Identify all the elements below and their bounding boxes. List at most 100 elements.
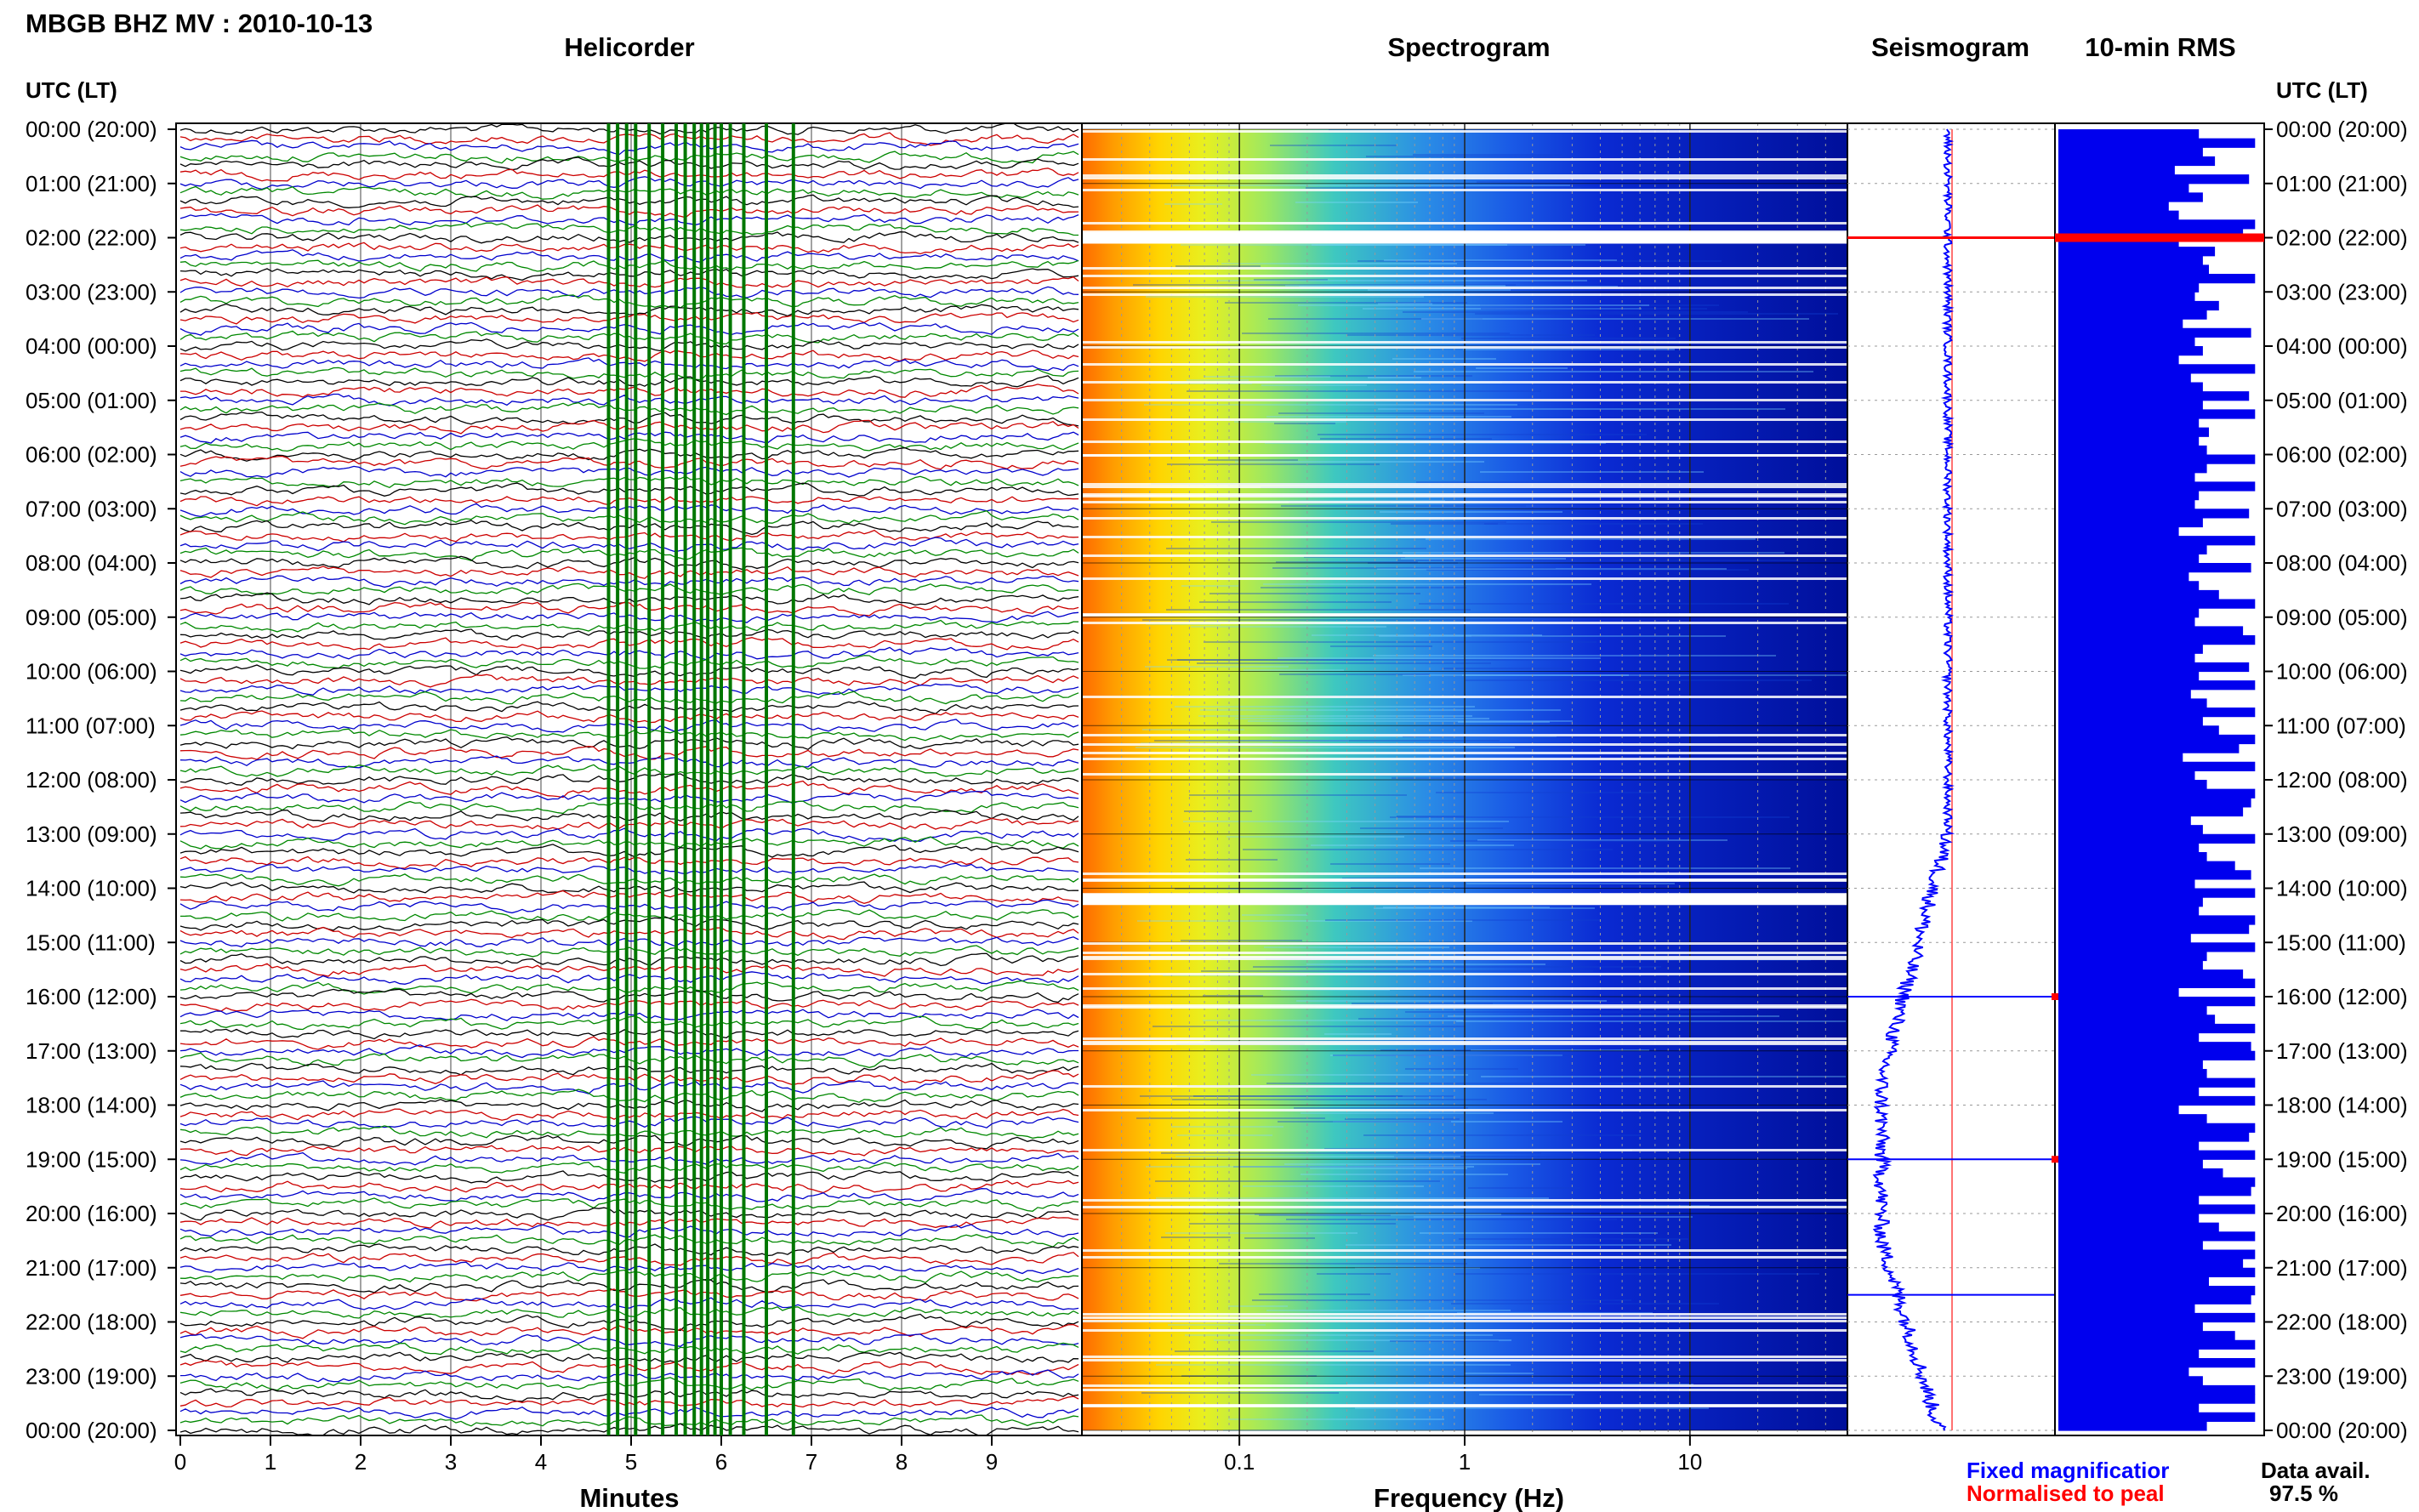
spectrogram-streak — [1355, 1407, 1709, 1409]
helicorder-trace — [179, 773, 1079, 786]
helicorder-trace — [179, 1234, 1079, 1248]
spectrogram-streak — [1175, 706, 1475, 708]
rms-bar — [2058, 1222, 2219, 1232]
rms-bar — [2058, 725, 2219, 736]
helicorder-trace — [179, 321, 1079, 336]
spectrogram-streak — [1481, 1076, 1846, 1077]
rms-bar — [2058, 264, 2209, 275]
spectrogram-streak — [1366, 156, 1553, 157]
rms-bar — [2058, 780, 2207, 790]
spectrogram-streak — [1436, 792, 1657, 793]
spectrogram-streak — [1167, 659, 1574, 661]
spectrogram-streak — [1413, 154, 1562, 156]
helicorder-trace — [179, 242, 1079, 255]
spectrogram-streak — [1155, 1180, 1440, 1182]
spectrogram-streak — [1426, 538, 1756, 540]
helicorder-trace — [179, 611, 1079, 623]
spectrogram-streak — [1193, 1095, 1454, 1097]
rms-spike-mark — [2052, 1156, 2058, 1163]
spectrogram-streak — [1325, 919, 1600, 921]
spectrogram-gap — [1082, 267, 1847, 270]
rms-bar — [2058, 1384, 2256, 1395]
spectrogram-streak — [1312, 634, 1542, 636]
rms-bar — [2058, 372, 2191, 384]
spectrogram-gap — [1082, 1359, 1847, 1361]
spectrogram-streak — [1181, 585, 1238, 587]
spectrogram-streak — [1296, 1000, 1607, 1002]
helicorder-trace — [179, 809, 1079, 822]
helicorder-trace — [179, 350, 1079, 362]
rms-bar — [2058, 933, 2191, 943]
rms-bar — [2058, 617, 2195, 627]
spectrogram-streak — [1242, 333, 1510, 334]
spectrogram-streak — [1414, 371, 1813, 372]
helicorder-trace — [179, 1145, 1079, 1157]
helicorder-trace — [179, 529, 1079, 543]
rms-bar — [2058, 1304, 2195, 1314]
rms-bar — [2058, 228, 2244, 239]
rms-bar — [2058, 472, 2195, 482]
spectrogram-gap — [1082, 517, 1847, 520]
helicorder-trace — [179, 185, 1079, 200]
rms-bar — [2058, 708, 2256, 718]
spectrogram-streak — [1421, 318, 1809, 320]
spectrogram-streak — [1197, 662, 1491, 664]
helicorder-trace — [179, 1162, 1079, 1174]
right-time-tick: 19:00 (15:00) — [2276, 1146, 2408, 1172]
spectrogram-streak — [1379, 635, 1726, 637]
helicorder-trace — [179, 899, 1079, 914]
left-time-tick: 23:00 (19:00) — [26, 1363, 157, 1389]
spectrogram-streak — [1210, 593, 1420, 594]
helicorder-trace — [179, 1261, 1079, 1275]
spectrogram-streak — [1185, 1334, 1493, 1336]
helicorder-trace — [179, 1197, 1079, 1212]
rms-bar — [2058, 436, 2200, 446]
helicorder-trace — [179, 168, 1079, 182]
helicorder-trace — [179, 800, 1079, 815]
helicorder-trace — [179, 367, 1079, 381]
rms-bar — [2058, 1141, 2200, 1151]
helicorder-trace — [179, 566, 1079, 579]
left-time-tick: 17:00 (13:00) — [26, 1038, 157, 1064]
spectrogram-streak — [1264, 946, 1449, 948]
spectrogram-streak — [1276, 561, 1418, 563]
rms-bar — [2058, 1095, 2256, 1106]
rms-bar — [2058, 1123, 2256, 1133]
spectrogram-streak — [1306, 187, 1581, 189]
spectrogram-streak — [1442, 668, 1574, 669]
spectrogram-streak — [1165, 1232, 1357, 1234]
spectrogram-gap — [1082, 399, 1847, 401]
spectrogram-streak — [1233, 1166, 1464, 1168]
spectrogram-streak — [1306, 963, 1545, 965]
helicorder-trace — [179, 873, 1079, 887]
helicorder-trace — [179, 338, 1079, 352]
right-time-tick: 09:00 (05:00) — [2276, 605, 2408, 630]
left-time-tick: 19:00 (15:00) — [26, 1146, 157, 1172]
spectrogram-streak — [1392, 358, 1496, 360]
spectrogram-gap — [1082, 441, 1847, 443]
rms-bar — [2058, 337, 2195, 347]
rms-bar — [2058, 753, 2183, 763]
helicorder-trace — [179, 1028, 1079, 1040]
spectrogram-streak — [1189, 1223, 1396, 1225]
right-time-tick: 18:00 (14:00) — [2276, 1093, 2408, 1118]
spectrogram-streak — [1416, 481, 1586, 483]
spectrogram-gap — [1082, 275, 1847, 277]
spectrogram-streak — [1390, 816, 1790, 818]
spectrogram-streak — [1320, 438, 1492, 440]
helicorder-trace — [179, 268, 1079, 281]
rms-bar — [2058, 978, 2256, 988]
rms-bar — [2058, 1114, 2207, 1124]
spectrogram-streak — [1243, 1185, 1424, 1187]
rms-bar — [2058, 536, 2256, 546]
spectrogram-streak — [1363, 1134, 1641, 1136]
rms-bar — [2058, 491, 2200, 501]
rms-bar — [2058, 906, 2200, 916]
rms-bar — [2058, 526, 2179, 537]
spectrogram-gap — [1082, 613, 1847, 616]
spectrogram-streak — [1272, 567, 1556, 569]
helicorder-trace — [179, 1134, 1079, 1150]
spectrogram-streak — [1383, 907, 1550, 908]
left-time-tick: 01:00 (21:00) — [26, 171, 157, 196]
spectrogram-x-ticks: 0.1 1 10 — [1224, 1435, 1702, 1475]
